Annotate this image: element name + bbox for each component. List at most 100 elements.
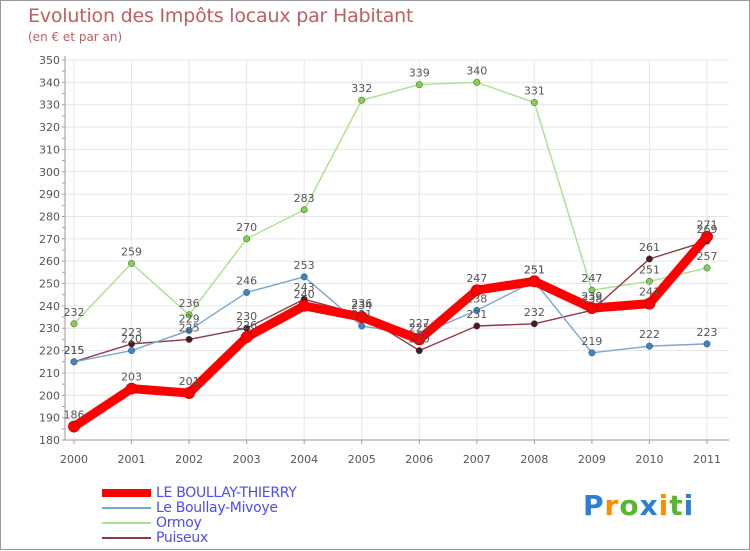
point-1-2004 bbox=[300, 273, 308, 281]
axes bbox=[62, 56, 729, 444]
xtick-label-2000: 2000 bbox=[60, 453, 88, 466]
series-line-2 bbox=[73, 81, 708, 325]
point-3-2001 bbox=[128, 340, 135, 348]
data-label-1-2002: 229 bbox=[179, 312, 200, 325]
point-1-2009 bbox=[588, 349, 596, 357]
logo-letter-3: x bbox=[639, 489, 659, 522]
data-label-3-2006: 220 bbox=[409, 333, 430, 346]
chart-subtitle: (en € et par an) bbox=[28, 30, 123, 44]
ytick-label-260: 260 bbox=[39, 255, 60, 268]
ytick-label-270: 270 bbox=[39, 233, 60, 246]
point-2-2006 bbox=[415, 81, 423, 89]
point-1-2007 bbox=[473, 306, 481, 314]
data-label-2-2000: 232 bbox=[64, 306, 85, 319]
axis-ticks: 180 190 200 210 220 230 240 250 260 270 280 290 300 3… bbox=[39, 54, 721, 466]
data-label-2-2008: 331 bbox=[524, 84, 545, 97]
ytick-label-330: 330 bbox=[39, 99, 60, 112]
point-2-2001 bbox=[128, 259, 135, 267]
point-3-2007 bbox=[473, 322, 481, 330]
series-lines bbox=[69, 81, 712, 432]
data-label-2-2007: 340 bbox=[466, 64, 487, 77]
xtick-label-2010: 2010 bbox=[635, 453, 663, 466]
data-label-0-2002: 201 bbox=[179, 375, 200, 388]
xtick-label-2003: 2003 bbox=[233, 453, 261, 466]
point-1-2001 bbox=[128, 347, 135, 355]
legend-swatches bbox=[102, 489, 151, 539]
xtick-label-2006: 2006 bbox=[405, 453, 433, 466]
data-label-1-2009: 219 bbox=[581, 335, 602, 348]
logo-letter-6: i bbox=[683, 489, 695, 522]
data-label-0-2006: 225 bbox=[409, 321, 430, 334]
point-1-2010 bbox=[646, 342, 653, 350]
point-1-2003 bbox=[243, 289, 251, 296]
data-label-0-2009: 239 bbox=[581, 290, 602, 303]
data-labels: 186 203 201 226 240 234 225 247 251 239 241 271 215 2… bbox=[64, 64, 718, 421]
data-label-0-2005: 234 bbox=[351, 299, 372, 312]
ytick-label-210: 210 bbox=[39, 367, 60, 380]
point-2-2010 bbox=[646, 277, 653, 285]
legend-label-1: Le Boullay-Mivoye bbox=[156, 500, 278, 516]
ytick-label-230: 230 bbox=[39, 322, 60, 335]
xtick-label-2005: 2005 bbox=[348, 453, 376, 466]
data-label-3-2003: 230 bbox=[236, 310, 257, 323]
point-2-2011 bbox=[703, 264, 711, 272]
ytick-label-220: 220 bbox=[39, 345, 60, 358]
point-3-2010 bbox=[646, 255, 653, 263]
logo-letter-4: i bbox=[658, 489, 670, 522]
data-label-0-2000: 186 bbox=[64, 409, 85, 422]
point-0-2002 bbox=[183, 387, 195, 399]
logo-letter-1: r bbox=[604, 489, 620, 522]
data-label-2-2002: 236 bbox=[179, 297, 200, 310]
point-2-2003 bbox=[243, 235, 251, 243]
data-label-3-2008: 232 bbox=[524, 306, 545, 319]
ytick-label-240: 240 bbox=[39, 300, 60, 313]
ytick-label-280: 280 bbox=[39, 210, 60, 223]
ytick-label-320: 320 bbox=[39, 121, 60, 134]
point-1-2000 bbox=[70, 358, 78, 366]
data-label-0-2004: 240 bbox=[294, 288, 315, 301]
legend-label-3: Puiseux bbox=[156, 530, 208, 546]
xtick-label-2011: 2011 bbox=[693, 453, 721, 466]
point-0-2006 bbox=[413, 333, 426, 346]
point-0-2011 bbox=[701, 230, 713, 243]
data-label-3-2010: 261 bbox=[639, 241, 660, 254]
grid bbox=[65, 59, 729, 441]
data-label-3-2005: 236 bbox=[351, 297, 372, 310]
point-0-2008 bbox=[528, 275, 541, 288]
legend-label-0: LE BOULLAY-THIERRY bbox=[156, 485, 297, 501]
ytick-label-300: 300 bbox=[39, 166, 60, 179]
ytick-label-340: 340 bbox=[39, 76, 60, 89]
data-label-1-2005: 231 bbox=[351, 308, 372, 321]
data-label-3-2007: 231 bbox=[466, 308, 487, 321]
point-2-2008 bbox=[530, 99, 538, 106]
data-label-1-2006: 227 bbox=[409, 317, 430, 330]
data-label-0-2007: 247 bbox=[466, 272, 487, 285]
series-line-1 bbox=[73, 276, 708, 363]
data-label-1-2003: 246 bbox=[236, 274, 257, 287]
point-0-2010 bbox=[643, 297, 656, 310]
data-label-1-2004: 253 bbox=[294, 259, 315, 272]
data-label-3-2002: 225 bbox=[179, 321, 200, 334]
data-label-0-2010: 241 bbox=[639, 286, 660, 299]
ytick-label-200: 200 bbox=[39, 389, 60, 402]
point-3-2002 bbox=[185, 335, 193, 343]
data-label-0-2011: 271 bbox=[697, 219, 718, 232]
data-label-1-2011: 223 bbox=[697, 326, 718, 339]
ytick-label-190: 190 bbox=[39, 412, 60, 425]
point-0-2004 bbox=[298, 299, 311, 312]
legend-label-2: Ormoy bbox=[156, 515, 202, 531]
data-label-0-2001: 203 bbox=[121, 371, 142, 384]
data-label-2-2004: 283 bbox=[294, 192, 315, 205]
point-0-2005 bbox=[355, 311, 368, 323]
point-0-2003 bbox=[240, 331, 253, 344]
data-label-1-2010: 222 bbox=[639, 328, 660, 341]
data-label-2-2006: 339 bbox=[409, 67, 430, 80]
point-2-2002 bbox=[185, 311, 193, 319]
xtick-label-2008: 2008 bbox=[520, 453, 548, 466]
data-label-2-2005: 332 bbox=[351, 82, 372, 95]
point-2-2009 bbox=[588, 286, 596, 294]
series-line-3 bbox=[73, 240, 708, 363]
data-label-1-2001: 220 bbox=[121, 333, 142, 346]
